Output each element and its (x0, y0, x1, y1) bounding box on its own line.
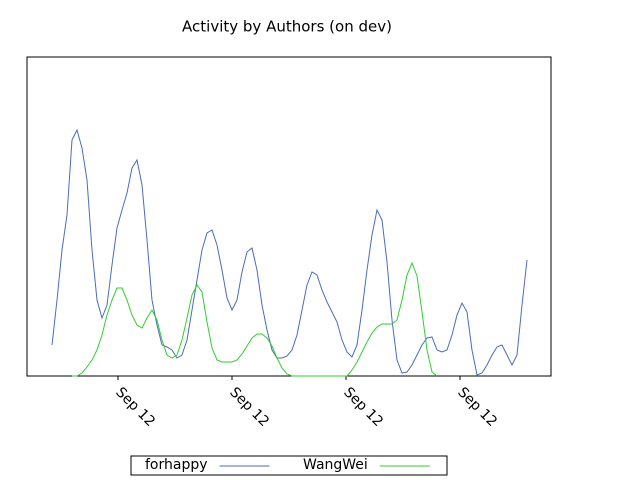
x-tick-label: Sep 12 (340, 384, 386, 430)
series-line (51, 128, 528, 376)
x-tick-label: Sep 12 (454, 384, 500, 430)
x-tick-label: Sep 12 (226, 384, 272, 430)
chart-title: Activity by Authors (on dev) (182, 18, 392, 36)
legend-box (130, 455, 448, 476)
x-tick-label: Sep 12 (112, 384, 158, 430)
plot-frame (26, 56, 552, 377)
legend-label: forhappy (145, 457, 208, 473)
legend-label: WangWei (303, 457, 368, 473)
series-line (72, 261, 438, 377)
